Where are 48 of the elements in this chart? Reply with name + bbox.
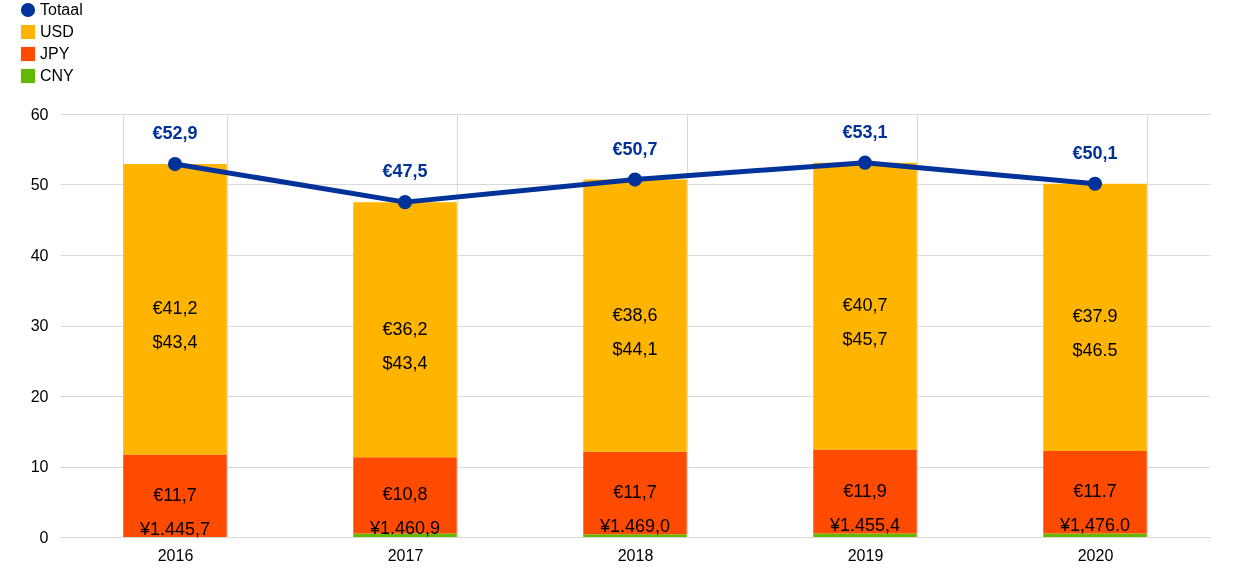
point — [397, 195, 413, 210]
point — [627, 172, 643, 187]
data-label: €47,5 — [382, 161, 428, 182]
data-label: €52,9 — [152, 123, 198, 144]
data-label: €41,2 $43,4 — [152, 298, 198, 353]
bar — [583, 534, 687, 537]
point — [857, 155, 873, 170]
data-label: €50,1 — [1072, 142, 1118, 163]
data-label: €11,7 ¥1.469,0 — [598, 481, 671, 536]
bar — [813, 533, 917, 537]
legend-label: JPY — [40, 45, 70, 62]
y-tick-label: 10 — [30, 458, 49, 475]
point — [1087, 176, 1103, 191]
bar — [123, 164, 227, 455]
bar — [1043, 450, 1147, 534]
y-tick-label: 60 — [30, 105, 49, 123]
x-tick-label: 2018 — [617, 546, 654, 564]
data-label: €11.7 ¥1,476.0 — [1058, 481, 1131, 536]
bar — [813, 449, 917, 534]
legend-label: Totaal — [40, 1, 83, 18]
bar — [813, 162, 917, 450]
point — [167, 157, 183, 172]
y-tick-label: 20 — [30, 387, 49, 405]
data-label: €36,2 $43,4 — [382, 318, 428, 373]
bar — [1043, 533, 1147, 537]
legend-label: USD — [40, 23, 74, 40]
x-tick-label: 2020 — [1077, 546, 1114, 564]
bar — [1043, 183, 1147, 451]
y-tick-label: 50 — [30, 176, 49, 193]
bar — [123, 454, 227, 537]
y-tick-label: 30 — [30, 317, 49, 334]
data-label: €11,7 ¥1.445,7 — [138, 484, 211, 539]
data-label: €10,8 ¥1.460,9 — [368, 484, 441, 539]
legend-label: CNY — [40, 67, 75, 84]
data-label: €37.9 $46.5 — [1072, 306, 1118, 361]
bar — [353, 202, 457, 458]
data-label: €50,7 — [612, 138, 658, 159]
bar — [583, 179, 687, 452]
y-tick-label: 0 — [39, 528, 49, 546]
y-tick-label: 40 — [30, 246, 49, 264]
bar — [583, 451, 687, 535]
x-tick-label: 2019 — [847, 546, 884, 564]
x-tick-label: 2017 — [387, 546, 424, 564]
x-tick-label: 2016 — [157, 546, 194, 564]
data-label: €38,6 $44,1 — [612, 304, 658, 359]
data-label: €53,1 — [842, 121, 888, 142]
data-label: €11,9 ¥1.455,4 — [828, 480, 901, 535]
data-label: €40,7 $45,7 — [842, 295, 888, 350]
